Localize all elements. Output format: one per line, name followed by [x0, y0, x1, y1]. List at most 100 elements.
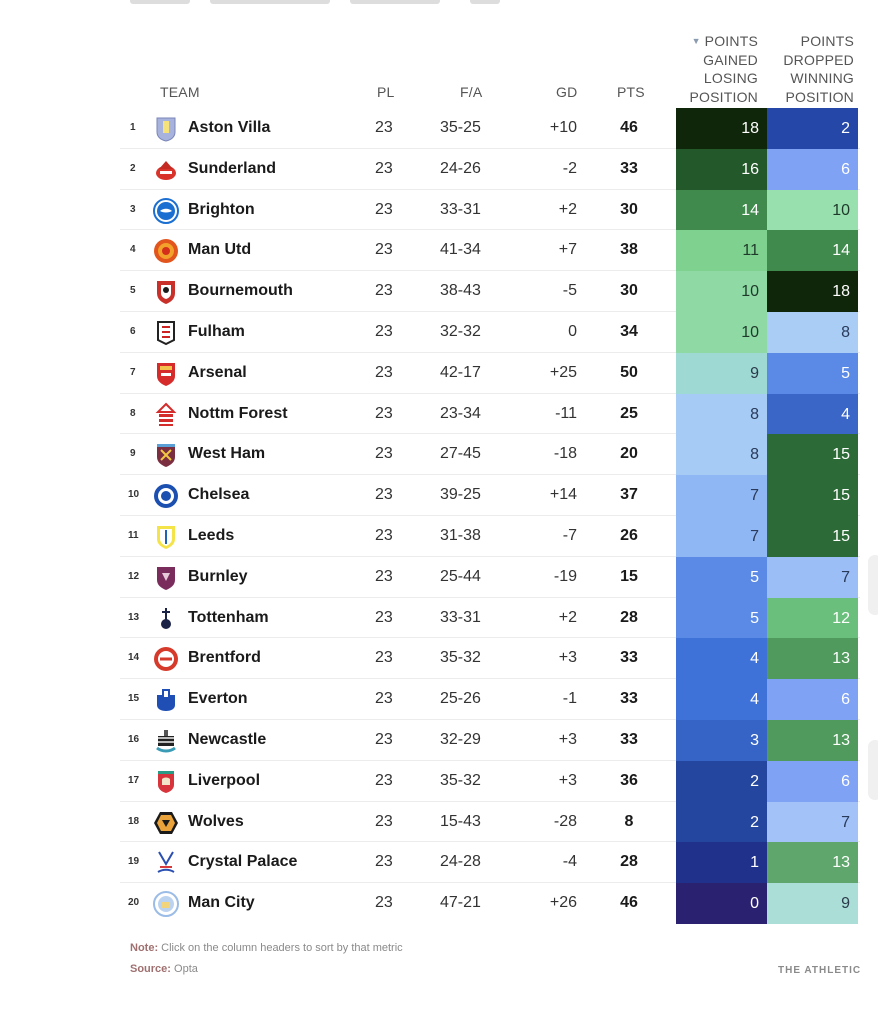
header-gd[interactable]: GD — [556, 84, 578, 100]
position: 8 — [130, 407, 136, 419]
points-gained-losing-position-cell: 4 — [676, 638, 767, 680]
arsenal-badge-icon — [153, 361, 179, 387]
played: 23 — [375, 567, 393, 585]
position: 16 — [128, 733, 140, 745]
points-gained-losing-position-cell: 10 — [676, 311, 767, 353]
points: 34 — [620, 322, 638, 340]
header-team[interactable]: TEAM — [160, 84, 200, 100]
goals-for-against: 32-32 — [440, 322, 481, 340]
background-artifact — [868, 555, 878, 615]
points-gained-losing-position-cell: 3 — [676, 719, 767, 761]
brighton-badge-icon — [153, 197, 179, 224]
sunderland-badge-icon — [153, 157, 179, 183]
team-name: Aston Villa — [188, 119, 271, 136]
fulham-badge-icon — [153, 320, 179, 346]
sort-desc-icon: ▼ — [691, 36, 701, 46]
points: 50 — [620, 363, 638, 381]
header-fa[interactable]: F/A — [460, 84, 483, 100]
position: 13 — [128, 611, 140, 623]
table-header: TEAM PL F/A GD PTS ▼ POINTS GAINED LOSING… — [120, 20, 860, 108]
points-gained-losing-position-cell: 2 — [676, 801, 767, 843]
note: Note: Click on the column headers to sor… — [130, 942, 403, 954]
goals-for-against: 33-31 — [440, 200, 481, 218]
chelsea-badge-icon — [153, 483, 179, 509]
goal-difference: +3 — [558, 730, 577, 748]
played: 23 — [375, 404, 393, 422]
goals-for-against: 31-38 — [440, 526, 481, 544]
position: 15 — [128, 693, 140, 705]
team-name: Man Utd — [188, 241, 252, 259]
league-table: TEAM PL F/A GD PTS ▼ POINTS GAINED LOSING… — [120, 20, 860, 925]
man-city-badge-icon — [153, 891, 179, 918]
goal-difference: -11 — [555, 404, 577, 422]
played: 23 — [375, 649, 393, 667]
position: 14 — [128, 652, 140, 664]
goals-for-against: 42-17 — [440, 363, 481, 381]
team-name: Sunderland — [188, 159, 277, 177]
points-dropped-winning-position-cell: 14 — [767, 230, 858, 272]
points: 25 — [620, 404, 638, 422]
team-name: Arsenal — [188, 363, 247, 381]
points: 38 — [620, 241, 638, 259]
points: 15 — [620, 567, 638, 585]
points-gained-losing-position-cell: 2 — [676, 760, 767, 802]
team-name: Burnley — [188, 567, 248, 585]
table-row: 19 Crystal Palace 23 24-28 -4 28 1 13 — [120, 842, 860, 884]
team-name: Tottenham — [188, 608, 269, 626]
goals-for-against: 25-44 — [440, 567, 481, 585]
position: 19 — [128, 856, 140, 868]
points-gained-losing-position-cell: 7 — [676, 475, 767, 517]
position: 1 — [130, 122, 136, 133]
points: 33 — [620, 690, 638, 708]
position: 10 — [128, 489, 140, 501]
position: 2 — [130, 162, 136, 174]
position: 4 — [130, 244, 136, 256]
burnley-badge-icon — [153, 565, 179, 591]
points-dropped-winning-position-cell: 15 — [767, 515, 858, 557]
points-dropped-winning-position-cell: 13 — [767, 719, 858, 761]
tottenham-badge-icon — [153, 606, 179, 632]
header-points-gained-losing-position[interactable]: ▼ POINTS GAINED LOSING POSITION — [689, 33, 758, 105]
team-name: Nottm Forest — [188, 404, 288, 422]
played: 23 — [375, 159, 393, 177]
position: 3 — [130, 203, 136, 215]
brentford-badge-icon — [153, 646, 179, 672]
goal-difference: +14 — [549, 486, 577, 504]
table-row: 3 Brighton 23 33-31 +2 30 14 10 — [120, 189, 860, 231]
header-pts[interactable]: PTS — [617, 84, 645, 100]
nottm-forest-badge-icon — [153, 402, 179, 428]
played: 23 — [375, 445, 393, 463]
goals-for-against: 35-32 — [440, 649, 481, 667]
points-dropped-winning-position-cell: 9 — [767, 883, 858, 925]
goal-difference: +3 — [558, 649, 577, 667]
header-pl[interactable]: PL — [377, 84, 395, 100]
goal-difference: +3 — [558, 771, 577, 789]
points: 46 — [620, 894, 638, 912]
aston-villa-badge-icon — [153, 116, 179, 142]
goals-for-against: 23-34 — [440, 404, 481, 422]
points: 46 — [620, 119, 638, 136]
points-gained-losing-position-cell: 9 — [676, 352, 767, 394]
wolves-badge-icon — [153, 810, 179, 836]
points-gained-losing-position-cell: 8 — [676, 393, 767, 435]
team-name: Wolves — [188, 812, 244, 830]
points: 20 — [620, 445, 638, 463]
team-name: Leeds — [188, 526, 235, 544]
crystal-palace-badge-icon — [153, 850, 179, 876]
team-name: Brighton — [188, 200, 255, 218]
points-dropped-winning-position-cell: 10 — [767, 189, 858, 231]
points: 30 — [620, 282, 638, 300]
points-dropped-winning-position-cell: 5 — [767, 352, 858, 394]
points-dropped-winning-position-cell: 15 — [767, 434, 858, 476]
points-gained-losing-position-cell: 11 — [676, 230, 767, 272]
points-gained-losing-position-cell: 7 — [676, 515, 767, 557]
goals-for-against: 33-31 — [440, 608, 481, 626]
goal-difference: -7 — [562, 526, 577, 544]
goals-for-against: 41-34 — [440, 241, 481, 259]
points-dropped-winning-position-cell: 4 — [767, 393, 858, 435]
header-points-dropped-winning-position[interactable]: POINTS DROPPED WINNING POSITION — [783, 33, 854, 105]
goals-for-against: 35-32 — [440, 771, 481, 789]
goal-difference: -19 — [553, 567, 577, 585]
team-name: Brentford — [188, 649, 261, 667]
everton-badge-icon — [153, 687, 179, 713]
